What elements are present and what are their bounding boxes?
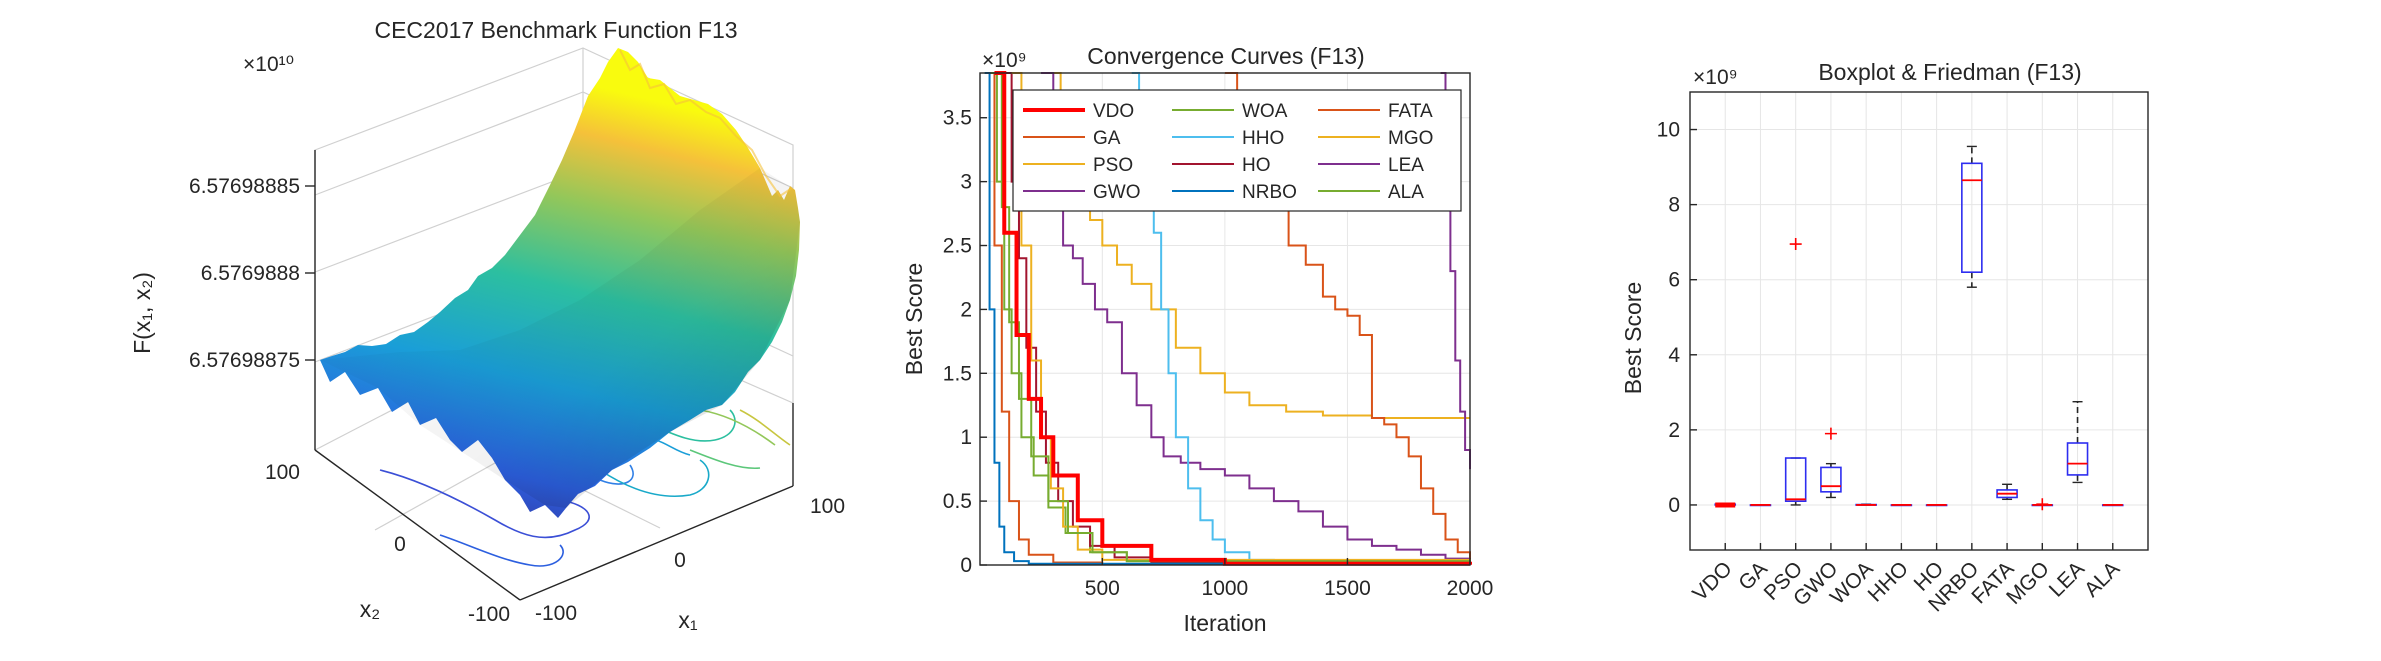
surface-axes <box>314 150 794 601</box>
contour-line <box>689 449 761 470</box>
category-label: ALA <box>2080 557 2124 601</box>
boxplot-exponent: ×10⁹ <box>1693 66 1738 89</box>
legend-items: VDO GA PSO GWO WOA HHO HO NRBO FATA MGO LEA ALA <box>1023 101 1433 203</box>
box-nrbo <box>1961 162 1983 273</box>
x1tick-label: 0 <box>674 549 686 572</box>
boxplot-title: Boxplot & Friedman (F13) <box>1818 59 2081 85</box>
convergence-yticks: 0 0.5 1 1.5 2 2.5 3 3.5 <box>943 107 987 577</box>
legend-label: LEA <box>1388 155 1424 176</box>
surface-exponent: ×10¹⁰ <box>243 53 294 76</box>
ytick-label: 1 <box>960 426 972 449</box>
box-lea <box>2066 442 2089 476</box>
outlier-marker <box>2036 498 2049 511</box>
legend-label: FATA <box>1388 101 1433 122</box>
ytick-label: 8 <box>1668 194 1680 217</box>
xtick-label: 1000 <box>1202 577 1249 600</box>
ytick-label: 4 <box>1668 344 1680 367</box>
ztick-label: 6.57698885 <box>189 175 300 198</box>
ytick-label: 10 <box>1657 119 1680 142</box>
contour-line <box>599 459 710 498</box>
ytick-label: 0.5 <box>943 490 972 513</box>
ytick-label: 0 <box>1668 494 1680 517</box>
x2tick-label: 0 <box>394 533 406 556</box>
legend-label: HHO <box>1242 128 1284 149</box>
boxplot-axes-box <box>1689 91 2149 551</box>
convergence-panel: Convergence Curves (F13) ×10⁹ 0 0.5 1 1.5 2 2… <box>901 43 1493 636</box>
legend-label: HO <box>1242 155 1271 176</box>
x2tick-label: -100 <box>468 603 510 626</box>
x2tick-label: 100 <box>265 461 300 484</box>
contour-line <box>739 409 791 446</box>
legend-label: MGO <box>1388 128 1433 149</box>
legend-label: WOA <box>1242 101 1288 122</box>
outlier-marker <box>1824 427 1837 440</box>
surface-zticks <box>305 185 315 361</box>
ytick-label: 6 <box>1668 269 1680 292</box>
convergence-legend: VDO GA PSO GWO WOA HHO HO NRBO FATA MGO LEA ALA <box>1012 89 1462 212</box>
surface-zlabel: F(x₁, x₂) <box>129 272 155 354</box>
boxplot-marks <box>1714 145 2124 511</box>
ytick-label: 3 <box>960 171 972 194</box>
legend-label: ALA <box>1388 182 1424 203</box>
x1tick-label: -100 <box>535 602 577 625</box>
legend-box <box>1012 89 1462 212</box>
boxplot-grid <box>1690 92 2148 550</box>
legend-label: GA <box>1093 128 1121 149</box>
boxplot-panel: Boxplot & Friedman (F13) ×10⁹ 0 2 4 6 8 10 VD… <box>1620 59 2149 616</box>
boxplot-ylabel: Best Score <box>1620 282 1646 395</box>
legend-label: VDO <box>1093 101 1134 122</box>
surface-shading <box>320 168 800 508</box>
convergence-exponent: ×10⁹ <box>982 49 1027 72</box>
series-line-gwo <box>1041 72 1471 563</box>
contour-line <box>699 409 776 446</box>
series-line-ala <box>994 72 1471 565</box>
surface-panel: CEC2017 Benchmark Function F13 <box>129 17 845 633</box>
convergence-title: Convergence Curves (F13) <box>1087 43 1364 69</box>
x1tick-label: 100 <box>810 495 845 518</box>
convergence-ylabel: Best Score <box>901 263 927 376</box>
series-line-nrbo <box>984 72 1471 565</box>
box-gwo <box>1820 466 1842 493</box>
surface-x2label: x₂ <box>360 596 380 622</box>
box-pso <box>1784 457 1807 502</box>
convergence-xticks: 500 1000 1500 2000 <box>1085 558 1494 600</box>
category-label: LEA <box>2045 557 2089 601</box>
ytick-label: 2 <box>960 298 972 321</box>
legend-label: GWO <box>1093 182 1141 203</box>
boxplot-yticks: 0 2 4 6 8 10 <box>1657 119 1697 517</box>
xtick-label: 1500 <box>1324 577 1371 600</box>
series-line-vdo <box>994 71 1472 566</box>
legend-label: PSO <box>1093 155 1133 176</box>
ztick-label: 6.57698875 <box>189 349 300 372</box>
ztick-label: 6.5769888 <box>201 262 300 285</box>
convergence-xlabel: Iteration <box>1183 610 1266 636</box>
ytick-label: 0 <box>960 554 972 577</box>
ytick-label: 2.5 <box>943 235 972 258</box>
legend-label: NRBO <box>1242 182 1297 203</box>
surface-ridge <box>619 49 793 198</box>
category-label: VDO <box>1688 557 1736 605</box>
ytick-label: 2 <box>1668 419 1680 442</box>
contour-line <box>379 469 590 539</box>
outlier-marker <box>1789 238 1802 251</box>
xtick-label: 500 <box>1085 577 1120 600</box>
contour-line <box>439 534 564 567</box>
xtick-label: 2000 <box>1447 577 1494 600</box>
surface-title: CEC2017 Benchmark Function F13 <box>374 17 737 43</box>
surface-x1label: x₁ <box>678 607 698 633</box>
category-label: HHO <box>1864 557 1913 606</box>
ytick-label: 1.5 <box>943 362 972 385</box>
ytick-label: 3.5 <box>943 107 972 130</box>
